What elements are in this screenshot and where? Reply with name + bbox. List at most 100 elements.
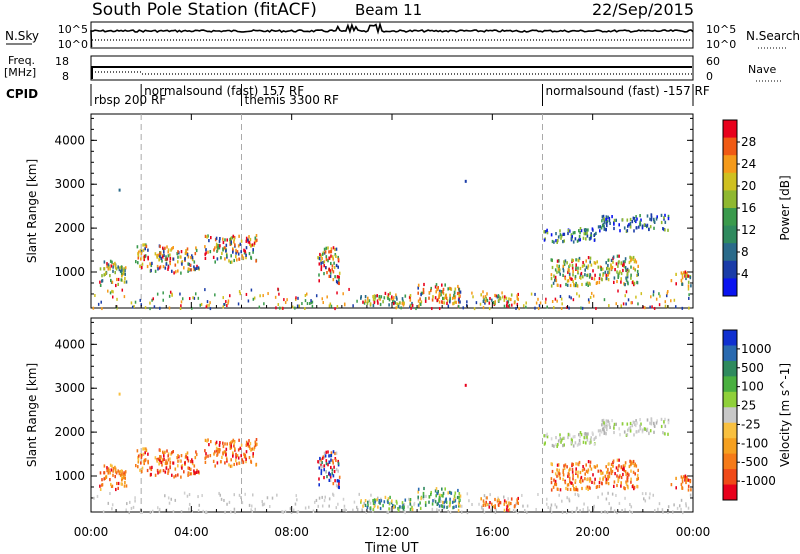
scatter-mark bbox=[684, 274, 686, 278]
scatter-mark bbox=[110, 278, 112, 283]
scatter-mark bbox=[124, 480, 126, 485]
scatter-mark bbox=[254, 236, 257, 240]
scatter-mark bbox=[546, 435, 549, 439]
scatter-mark bbox=[689, 493, 692, 497]
scatter-mark bbox=[578, 234, 581, 239]
scatter-mark bbox=[602, 273, 604, 277]
scatter-mark bbox=[495, 508, 497, 512]
scatter-mark bbox=[583, 228, 586, 232]
scatter-mark bbox=[325, 246, 328, 250]
scatter-mark bbox=[334, 457, 337, 461]
scatter-mark bbox=[217, 450, 219, 454]
scatter-mark bbox=[648, 496, 651, 500]
scatter-mark bbox=[141, 262, 144, 266]
scatter-mark bbox=[640, 218, 642, 222]
scatter-mark bbox=[556, 270, 558, 274]
scatter-mark bbox=[209, 454, 212, 458]
scatter-mark bbox=[136, 245, 139, 249]
scatter-mark bbox=[186, 253, 189, 257]
scatter-mark bbox=[239, 242, 242, 246]
scatter-mark bbox=[128, 511, 131, 515]
scatter-mark bbox=[559, 294, 562, 298]
freq-label: Freq. bbox=[8, 54, 35, 67]
scatter-mark bbox=[250, 508, 252, 512]
scatter-mark bbox=[123, 271, 125, 276]
scatter-mark bbox=[618, 223, 620, 227]
scatter-mark bbox=[99, 471, 102, 475]
scatter-mark bbox=[553, 444, 555, 448]
scatter-mark bbox=[301, 302, 303, 306]
scatter-mark bbox=[451, 296, 454, 300]
scatter-mark bbox=[342, 292, 344, 296]
scatter-mark bbox=[566, 465, 568, 469]
scatter-mark bbox=[137, 256, 140, 260]
scatter-mark bbox=[337, 502, 339, 506]
scatter-mark bbox=[116, 277, 118, 282]
scatter-mark bbox=[559, 284, 562, 288]
scatter-mark bbox=[335, 247, 338, 251]
scatter-mark bbox=[556, 299, 558, 303]
scatter-mark bbox=[473, 307, 476, 311]
scatter-mark bbox=[196, 264, 198, 268]
scatter-mark bbox=[207, 438, 209, 442]
scatter-mark bbox=[190, 268, 193, 272]
scatter-mark bbox=[164, 246, 166, 250]
scatter-mark bbox=[434, 489, 437, 493]
scatter-mark bbox=[534, 306, 536, 310]
scatter-mark bbox=[584, 436, 587, 440]
scatter-mark bbox=[681, 273, 684, 277]
scatter-mark bbox=[190, 472, 193, 476]
scatter-mark bbox=[326, 295, 328, 299]
scatter-mark bbox=[607, 263, 609, 268]
scatter-mark bbox=[247, 442, 249, 446]
scatter-mark bbox=[608, 271, 611, 275]
scatter-mark bbox=[124, 266, 127, 270]
scatter-mark bbox=[439, 493, 441, 497]
scatter-mark bbox=[635, 430, 638, 434]
scatter-mark bbox=[365, 510, 367, 514]
scatter-mark bbox=[585, 469, 588, 473]
scatter-mark bbox=[651, 305, 653, 309]
scatter-mark bbox=[353, 500, 356, 504]
scatter-mark bbox=[245, 460, 247, 464]
scatter-mark bbox=[177, 269, 179, 273]
scatter-mark bbox=[566, 496, 568, 500]
scatter-mark bbox=[449, 298, 451, 302]
scatter-mark bbox=[261, 500, 264, 504]
scatter-mark bbox=[328, 304, 331, 308]
scatter-mark bbox=[284, 509, 287, 513]
scatter-mark bbox=[550, 477, 553, 481]
scatter-mark bbox=[149, 466, 151, 470]
scatter-mark bbox=[218, 239, 221, 243]
scatter-mark bbox=[584, 232, 587, 236]
scatter-mark bbox=[330, 465, 332, 470]
freq-tick-top: 18 bbox=[55, 55, 69, 68]
scatter-mark bbox=[453, 295, 455, 299]
scatter-mark bbox=[107, 467, 110, 471]
scatter-mark bbox=[543, 442, 546, 446]
scatter-mark bbox=[468, 499, 470, 503]
scatter-mark bbox=[411, 303, 414, 308]
scatter-mark bbox=[562, 240, 564, 244]
scatter-mark bbox=[632, 266, 635, 270]
scatter-mark bbox=[226, 502, 228, 506]
scatter-mark bbox=[112, 295, 114, 299]
scatter-mark bbox=[640, 422, 642, 426]
scatter-mark bbox=[578, 256, 581, 261]
scatter-mark bbox=[486, 502, 489, 507]
scatter-mark bbox=[652, 493, 655, 497]
scatter-mark bbox=[597, 429, 600, 433]
scatter-mark bbox=[103, 273, 105, 277]
scatter-mark bbox=[259, 294, 261, 298]
scatter-mark bbox=[204, 449, 206, 453]
scatter-mark bbox=[605, 421, 607, 426]
scatter-mark bbox=[249, 446, 251, 450]
scatter-mark bbox=[561, 302, 563, 306]
scatter-mark bbox=[143, 461, 145, 466]
scatter-mark bbox=[266, 496, 269, 500]
scatter-mark bbox=[338, 275, 340, 279]
scatter-mark bbox=[587, 460, 590, 464]
scatter-mark bbox=[578, 229, 580, 233]
scatter-mark bbox=[630, 258, 632, 262]
scatter-mark bbox=[616, 511, 618, 515]
